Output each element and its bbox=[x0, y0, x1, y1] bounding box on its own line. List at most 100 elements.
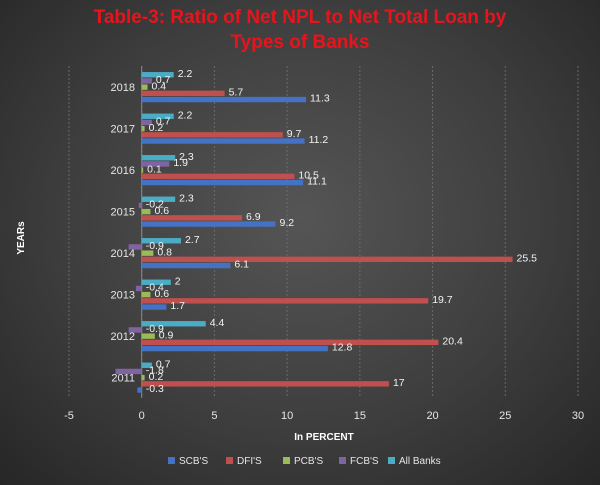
bar-fcb-s-2014 bbox=[128, 244, 142, 250]
legend-swatch bbox=[388, 457, 395, 464]
bar-fcb-s-2017 bbox=[141, 119, 152, 126]
x-tick-label: 10 bbox=[281, 410, 293, 422]
bar-all-banks-2014 bbox=[141, 238, 181, 244]
bar-scb-s-2018 bbox=[141, 96, 307, 103]
bar-dfi-s-2017 bbox=[141, 132, 283, 138]
bar-scb-s-2016 bbox=[141, 179, 304, 186]
legend-swatch bbox=[339, 457, 346, 464]
bar-pcb-s-2016 bbox=[141, 167, 144, 173]
data-label: 0.9 bbox=[159, 329, 174, 341]
data-label: 1.9 bbox=[173, 157, 188, 169]
data-label: 20.4 bbox=[442, 335, 463, 347]
data-label: 9.2 bbox=[280, 217, 295, 229]
bar-dfi-s-2014 bbox=[141, 256, 513, 263]
data-label: 0.2 bbox=[149, 122, 164, 134]
bar-pcb-s-2012 bbox=[141, 333, 155, 339]
data-label: 0.8 bbox=[157, 246, 172, 258]
bar-scb-s-2015 bbox=[141, 221, 276, 227]
bar-all-banks-2012 bbox=[141, 321, 206, 327]
bar-scb-s-2011 bbox=[137, 387, 142, 393]
data-label: 25.5 bbox=[517, 252, 538, 264]
bar-scb-s-2017 bbox=[141, 138, 305, 144]
bar-scb-s-2013 bbox=[141, 304, 167, 310]
bar-fcb-s-2013 bbox=[135, 285, 142, 292]
data-label: 12.8 bbox=[332, 342, 353, 354]
bar-fcb-s-2018 bbox=[141, 78, 152, 84]
bar-fcb-s-2015 bbox=[138, 202, 142, 209]
x-tick-label: -5 bbox=[64, 410, 74, 422]
x-tick-label: 30 bbox=[572, 410, 584, 422]
data-label: 5.7 bbox=[229, 86, 244, 98]
bar-dfi-s-2015 bbox=[141, 215, 243, 221]
data-label: 4.4 bbox=[210, 317, 225, 329]
bar-all-banks-2013 bbox=[141, 279, 171, 285]
bar-pcb-s-2015 bbox=[141, 208, 151, 215]
bar-dfi-s-2011 bbox=[141, 381, 389, 387]
x-tick-label: 15 bbox=[354, 410, 366, 422]
y-tick-label: 2014 bbox=[111, 248, 135, 260]
x-tick-label: 5 bbox=[211, 410, 217, 422]
data-label: -0.2 bbox=[146, 199, 164, 211]
bar-pcb-s-2014 bbox=[141, 250, 154, 256]
bar-pcb-s-2013 bbox=[141, 291, 151, 298]
data-label: 10.5 bbox=[298, 169, 319, 181]
bar-scb-s-2012 bbox=[141, 345, 328, 352]
x-tick-label: 20 bbox=[426, 410, 438, 422]
bar-all-banks-2017 bbox=[141, 113, 174, 119]
bar-fcb-s-2011 bbox=[115, 368, 142, 375]
axis-ticks: -5 0 5 10 15 20 25 3020112012201320142015201620… bbox=[64, 82, 584, 422]
bar-all-banks-2015 bbox=[141, 196, 176, 202]
data-label: -1.8 bbox=[146, 365, 164, 377]
data-label: 0.6 bbox=[154, 205, 169, 217]
data-label: 0.6 bbox=[154, 288, 169, 300]
data-label: 2 bbox=[175, 275, 181, 287]
legend-swatch bbox=[226, 457, 233, 464]
y-tick-label: 2018 bbox=[111, 82, 135, 94]
data-label: 11.2 bbox=[309, 134, 329, 146]
bar-pcb-s-2018 bbox=[141, 84, 148, 90]
bar-fcb-s-2012 bbox=[128, 327, 142, 333]
data-label: 0.7 bbox=[156, 74, 171, 86]
data-label: 6.1 bbox=[234, 259, 249, 271]
legend-swatch bbox=[283, 457, 290, 464]
bar-dfi-s-2012 bbox=[141, 339, 439, 346]
data-label: 11.1 bbox=[307, 176, 327, 188]
data-label: -0.4 bbox=[146, 282, 164, 294]
bar-all-banks-2011 bbox=[141, 362, 152, 368]
data-label: 2.3 bbox=[179, 151, 194, 163]
legend-label: All Banks bbox=[399, 456, 441, 467]
data-label: 0.4 bbox=[152, 80, 167, 92]
legend-label: DFI'S bbox=[237, 456, 262, 467]
x-tick-label: 25 bbox=[499, 410, 511, 422]
x-tick-label: 0 bbox=[139, 410, 145, 422]
data-label: 17 bbox=[393, 377, 405, 389]
y-axis-title: YEARs bbox=[16, 221, 27, 255]
data-label: 2.3 bbox=[179, 192, 194, 204]
data-label: 0.7 bbox=[156, 358, 171, 370]
data-label: 2.2 bbox=[178, 109, 193, 121]
bar-all-banks-2016 bbox=[141, 155, 176, 161]
data-label: 9.7 bbox=[287, 128, 302, 140]
y-tick-label: 2017 bbox=[111, 123, 135, 135]
data-labels: -0.3170.2-1.80.712.820.40.9-0.94.41.719.… bbox=[146, 68, 537, 395]
data-label: -0.9 bbox=[146, 240, 164, 252]
legend-label: PCB'S bbox=[294, 456, 323, 467]
bar-dfi-s-2018 bbox=[141, 90, 225, 97]
bar-all-banks-2018 bbox=[141, 72, 174, 78]
bar-dfi-s-2013 bbox=[141, 298, 429, 304]
y-tick-label: 2013 bbox=[111, 289, 135, 301]
data-label: 2.7 bbox=[185, 234, 200, 246]
data-label: 0.7 bbox=[156, 116, 171, 128]
bar-fcb-s-2016 bbox=[141, 161, 170, 167]
chart-title-line-2: Types of Banks bbox=[230, 32, 369, 53]
x-axis-title: In PERCENT bbox=[294, 432, 353, 443]
data-label: -0.3 bbox=[146, 383, 164, 395]
data-label: 2.2 bbox=[178, 68, 193, 80]
chart-title-line-1: Table-3: Ratio of Net NPL to Net Total L… bbox=[94, 7, 507, 28]
legend-label: SCB'S bbox=[179, 456, 208, 467]
bar-dfi-s-2016 bbox=[141, 173, 295, 180]
y-tick-label: 2016 bbox=[111, 165, 135, 177]
data-label: 0.2 bbox=[149, 371, 164, 383]
